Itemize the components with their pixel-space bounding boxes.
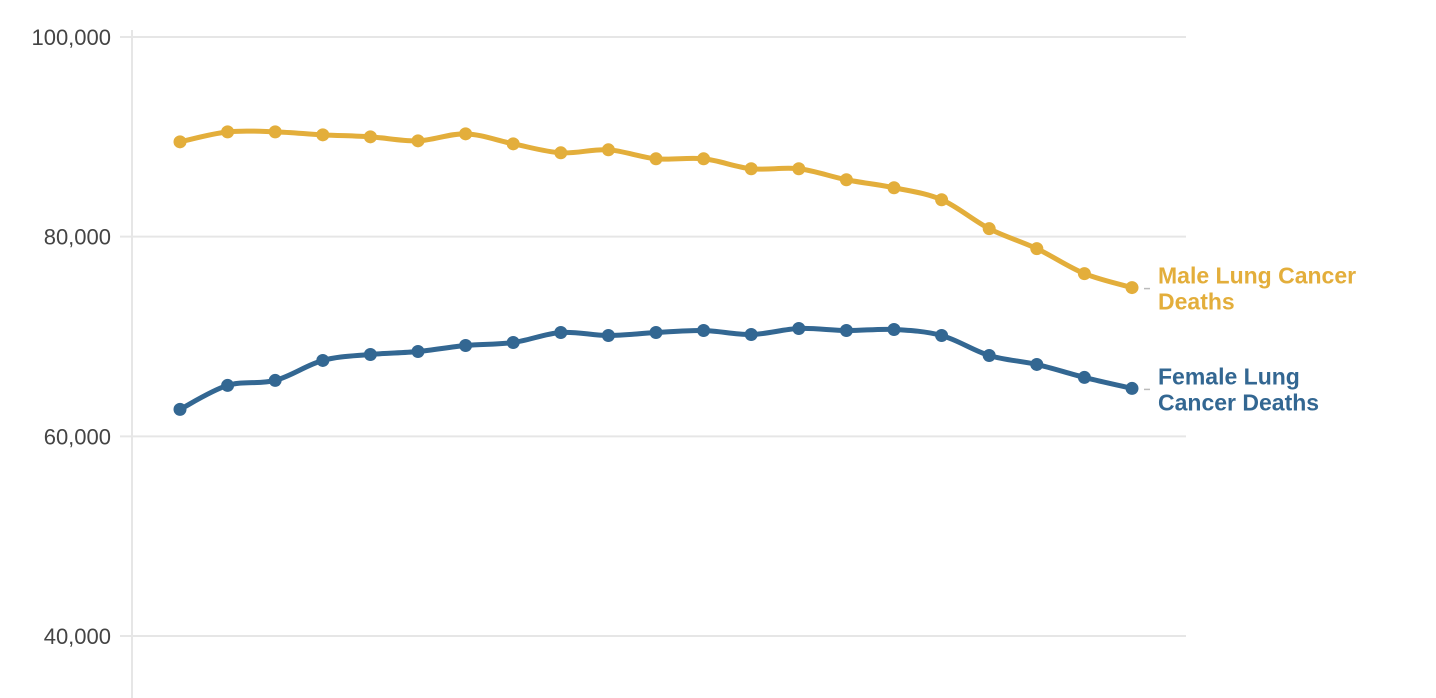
data-point bbox=[363, 130, 377, 144]
data-point bbox=[173, 135, 187, 149]
data-point bbox=[363, 347, 377, 361]
data-point bbox=[316, 353, 330, 367]
data-point bbox=[792, 162, 806, 176]
data-point bbox=[649, 326, 663, 340]
data-point bbox=[459, 338, 473, 352]
data-point bbox=[1125, 381, 1139, 395]
data-point bbox=[1077, 370, 1091, 384]
data-point bbox=[506, 137, 520, 151]
data-point bbox=[697, 324, 711, 338]
data-point bbox=[744, 162, 758, 176]
data-point bbox=[268, 373, 282, 387]
data-point bbox=[411, 344, 425, 358]
data-point bbox=[221, 378, 235, 392]
y-tick-label: 100,000 bbox=[31, 25, 111, 50]
data-point bbox=[744, 328, 758, 342]
y-axis-ticks: 40,000 60,000 80,000 100,000 bbox=[31, 25, 111, 649]
data-point bbox=[982, 348, 996, 362]
data-point bbox=[649, 152, 663, 166]
data-point bbox=[935, 193, 949, 207]
data-point bbox=[459, 127, 473, 141]
grid-lines bbox=[120, 36, 1186, 637]
series-label: Cancer Deaths bbox=[1158, 389, 1319, 415]
y-tick-label: 40,000 bbox=[44, 624, 111, 649]
series-label: Deaths bbox=[1158, 289, 1235, 315]
data-point bbox=[601, 329, 615, 343]
series-group bbox=[173, 125, 1139, 416]
data-point bbox=[935, 329, 949, 343]
data-point bbox=[697, 152, 711, 166]
data-point bbox=[982, 222, 996, 236]
data-point bbox=[221, 125, 235, 139]
data-point bbox=[839, 173, 853, 187]
data-point bbox=[173, 402, 187, 416]
y-tick-label: 60,000 bbox=[44, 424, 111, 449]
data-point bbox=[601, 143, 615, 157]
data-point bbox=[792, 322, 806, 336]
data-point bbox=[1030, 357, 1044, 371]
data-point bbox=[554, 146, 568, 160]
data-point bbox=[268, 125, 282, 139]
data-point bbox=[554, 326, 568, 340]
data-point bbox=[887, 323, 901, 337]
data-point bbox=[411, 134, 425, 148]
data-point bbox=[1077, 267, 1091, 281]
data-point bbox=[506, 335, 520, 349]
data-point bbox=[1030, 242, 1044, 256]
data-point bbox=[1125, 281, 1139, 295]
series-label: Female Lung bbox=[1158, 363, 1300, 389]
y-tick-label: 80,000 bbox=[44, 225, 111, 250]
series-line bbox=[177, 325, 1135, 412]
data-point bbox=[316, 128, 330, 142]
data-point bbox=[887, 181, 901, 195]
series-label: Male Lung Cancer bbox=[1158, 263, 1356, 289]
data-point bbox=[839, 324, 853, 338]
